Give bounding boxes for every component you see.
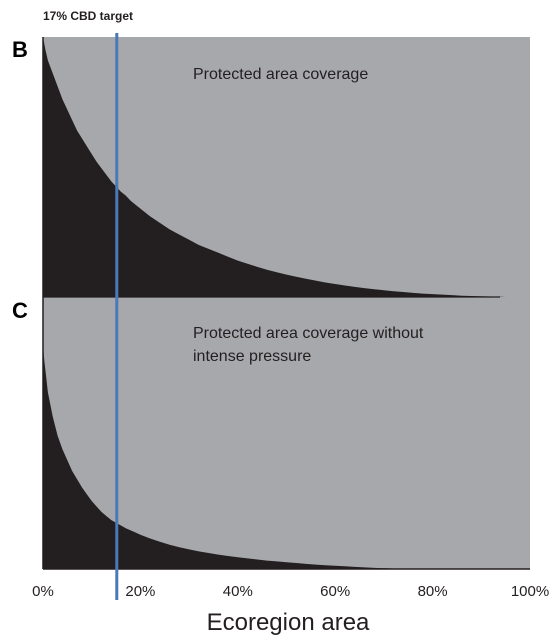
x-tick-label: 0% <box>32 583 54 600</box>
x-tick-label: 80% <box>418 583 448 600</box>
x-tick-label: 20% <box>125 583 155 600</box>
panel-c-label: C <box>12 298 28 323</box>
x-tick-labels: 0% 20% 40% 60% 80% 100% <box>32 583 549 600</box>
panel-b-annotation: Protected area coverage <box>193 66 368 83</box>
panel-b: B Protected area coverage <box>12 37 530 297</box>
x-tick-label: 100% <box>511 583 549 600</box>
x-tick-label: 40% <box>223 583 253 600</box>
x-axis-title: Ecoregion area <box>207 609 370 636</box>
panel-b-coverage-area <box>43 37 506 297</box>
x-tick-label: 60% <box>320 583 350 600</box>
panel-c-coverage-area <box>43 345 414 569</box>
panel-b-label: B <box>12 37 28 62</box>
panel-c-annotation: Protected area coverage without intense … <box>193 325 428 365</box>
panel-c-plot-background <box>43 297 530 569</box>
panel-c: C Protected area coverage without intens… <box>12 296 530 569</box>
cbd-target-label: 17% CBD target <box>43 9 133 23</box>
panel-c-annotation-line-2: intense pressure <box>193 348 311 365</box>
panel-c-annotation-line-1: Protected area coverage without <box>193 325 424 342</box>
